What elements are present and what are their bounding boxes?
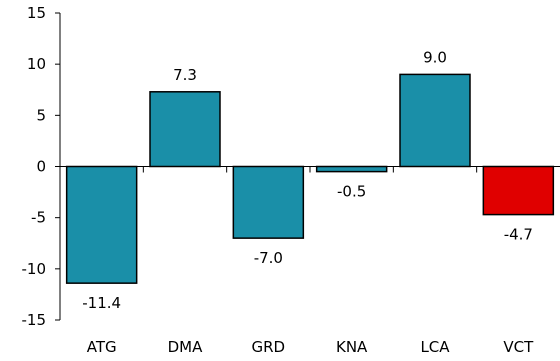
x-tick-label: ATG	[87, 338, 117, 356]
data-label-grd: -7.0	[254, 249, 283, 267]
x-tick-label: LCA	[420, 338, 450, 356]
data-label-dma: 7.3	[173, 66, 197, 84]
x-tick-label: VCT	[503, 338, 534, 356]
bar-atg	[65, 165, 138, 284]
data-labels: -11.4 7.3 -7.0 -0.5 9.0 -4.7	[82, 48, 533, 312]
x-axis: ATG DMA GRD KNA LCA VCT	[60, 166, 560, 356]
data-label-lca: 9.0	[423, 48, 447, 66]
bars	[65, 73, 555, 284]
y-tick-label: 10	[27, 55, 46, 73]
y-tick-label: -10	[22, 260, 47, 278]
bar-grd	[232, 165, 305, 239]
x-tick-label: KNA	[336, 338, 368, 356]
y-tick-label: -15	[22, 311, 47, 329]
bar-kna	[315, 165, 388, 173]
x-tick-label: GRD	[252, 338, 286, 356]
bar-vct	[482, 165, 555, 216]
data-label-atg: -11.4	[82, 294, 121, 312]
y-tick-label: 15	[27, 4, 46, 22]
data-label-vct: -4.7	[504, 226, 533, 244]
y-axis: 15 10 5 0 -5 -10 -15	[22, 4, 61, 329]
bar-lca	[399, 73, 471, 168]
x-tick-label: DMA	[168, 338, 203, 356]
y-tick-label: -5	[31, 209, 46, 227]
y-tick-label: 0	[36, 158, 46, 176]
data-label-kna: -0.5	[337, 183, 366, 201]
bar-dma	[149, 91, 221, 168]
y-tick-label: 5	[36, 106, 46, 124]
